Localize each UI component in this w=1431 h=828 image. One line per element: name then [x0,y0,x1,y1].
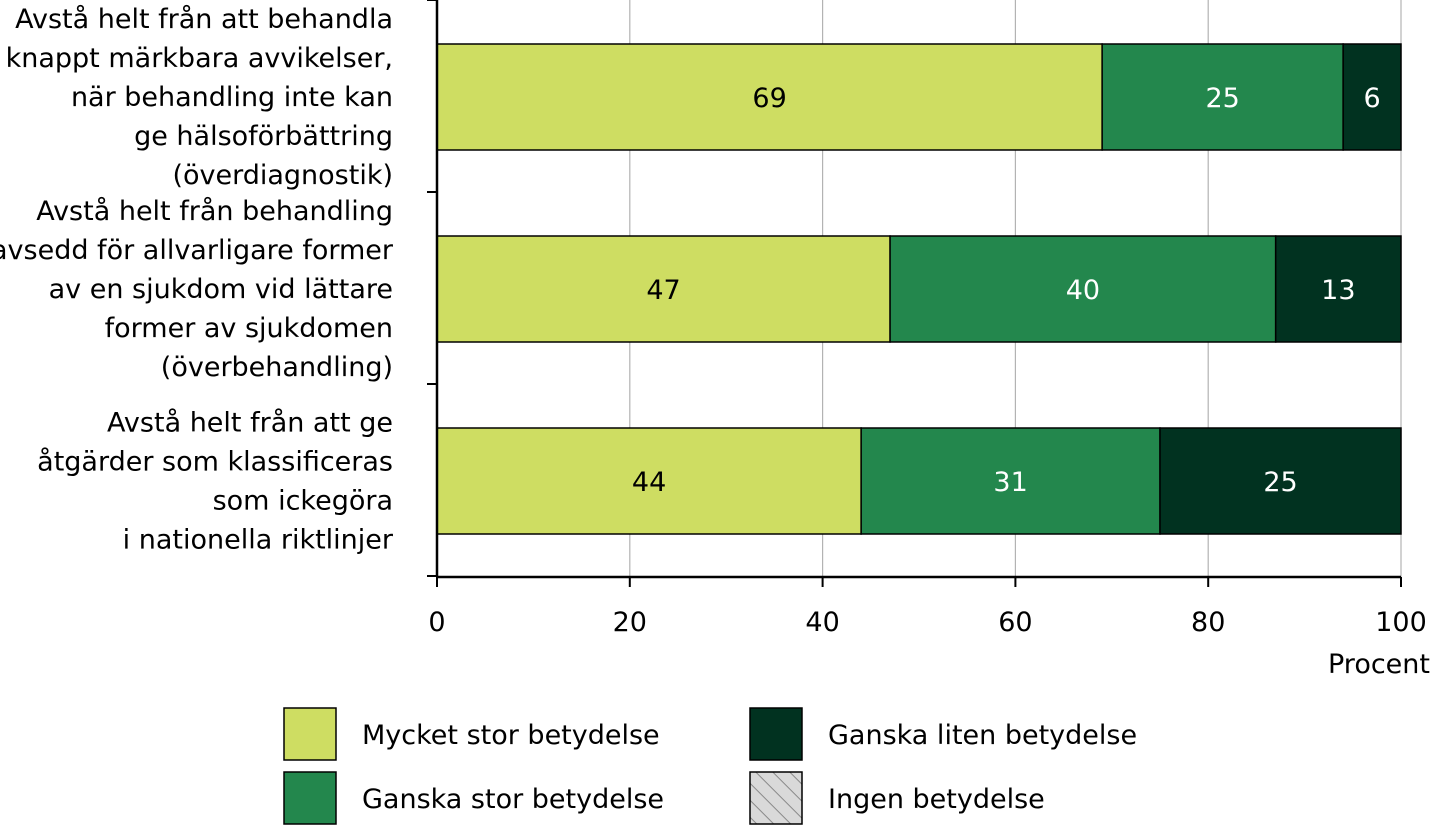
legend: Mycket stor betydelse Ganska liten betyde… [283,707,1137,825]
bars-layer: 69 25 6 47 40 13 44 31 25 [436,43,1402,535]
category-label-1: Avstå helt från behandling avsedd för all… [0,196,394,383]
bar-segment-0-2 [1342,43,1402,151]
x-tick-label-40: 40 [805,607,839,638]
bar-segment-0-0 [436,43,1103,151]
bar-segment-1-1 [889,235,1277,343]
data-label-0-2: 6 [1363,83,1380,114]
category-label-0: Avstå helt från att behandla knappt märkb… [6,4,393,191]
data-label-2-1: 31 [993,467,1027,498]
legend-swatch-3 [749,771,803,825]
bar-segment-1-0 [436,235,891,343]
legend-swatch-0 [283,707,337,761]
legend-swatch-1 [283,771,337,825]
x-tick-label-20: 20 [613,607,647,638]
data-label-2-0: 44 [632,467,666,498]
x-tick-label-100: 100 [1375,607,1427,638]
data-label-1-1: 40 [1066,275,1100,306]
legend-swatch-2 [749,707,803,761]
data-label-1-2: 13 [1321,275,1355,306]
x-tick-label-60: 60 [998,607,1032,638]
legend-label-0: Mycket stor betydelse [362,720,660,751]
bar-segment-0-1 [1101,43,1344,151]
x-axis-title: Procent [1328,649,1430,680]
data-label-2-2: 25 [1263,467,1297,498]
legend-label-1: Ganska stor betydelse [362,784,664,815]
data-label-0-0: 69 [752,83,786,114]
data-label-1-0: 47 [646,275,680,306]
category-labels: Avstå helt från att behandla knappt märkb… [0,4,394,556]
legend-label-3: Ingen betydelse [828,784,1045,815]
category-label-2: Avstå helt från att ge åtgärder som klass… [37,408,394,556]
bar-segment-2-0 [436,427,862,535]
bar-segment-2-2 [1159,427,1402,535]
axis-layer: 0 20 40 60 80 100 [427,0,1427,638]
x-tick-label-0: 0 [428,607,445,638]
legend-label-2: Ganska liten betydelse [828,720,1137,751]
x-tick-label-80: 80 [1191,607,1225,638]
data-label-0-1: 25 [1205,83,1239,114]
bar-segment-1-2 [1274,235,1402,343]
